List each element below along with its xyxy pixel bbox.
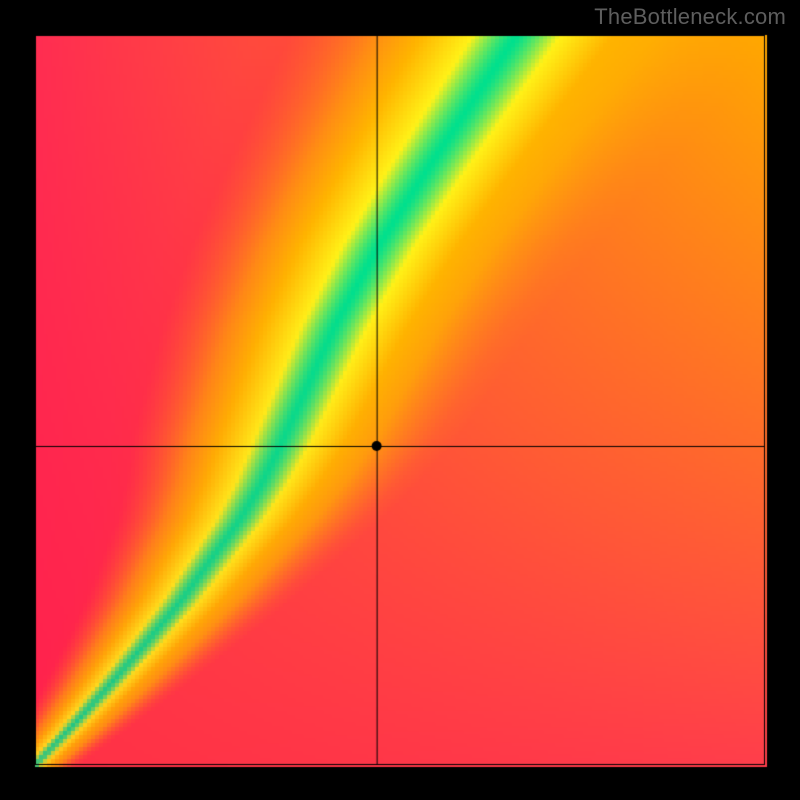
watermark-text: TheBottleneck.com — [594, 4, 786, 30]
root-container: TheBottleneck.com — [0, 0, 800, 800]
heatmap-canvas — [0, 0, 800, 800]
